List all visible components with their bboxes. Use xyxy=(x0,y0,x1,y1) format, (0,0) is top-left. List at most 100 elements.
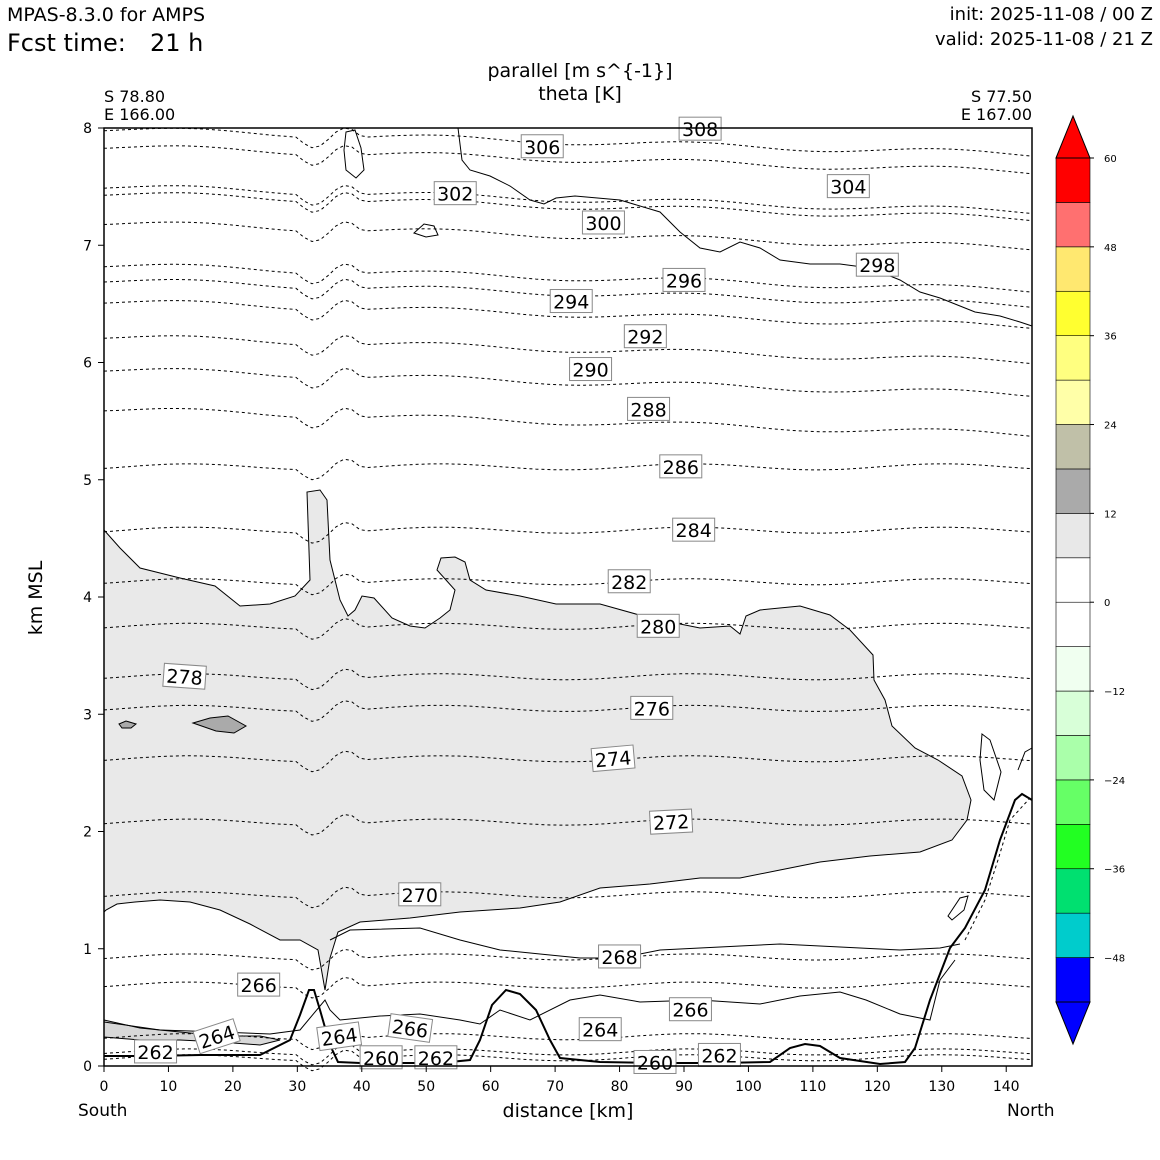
x-tick-label: 50 xyxy=(417,1079,435,1095)
colorbar-segment xyxy=(1055,690,1091,736)
theta-label: 262 xyxy=(414,1045,458,1070)
isotach-spike-right xyxy=(979,733,1002,801)
isotach-right-edge xyxy=(1017,747,1033,771)
theta-label-text: 264 xyxy=(582,1020,618,1042)
theta-label-text: 268 xyxy=(601,947,637,969)
theta-label: 270 xyxy=(398,882,442,907)
theta-label-box xyxy=(192,1018,241,1055)
colorbar-segment xyxy=(1055,424,1091,470)
isotach-lowest xyxy=(103,959,956,1035)
colorbar-segment xyxy=(1055,601,1091,647)
theta-label-text: 304 xyxy=(830,177,866,199)
theta-contour-line xyxy=(103,1043,1033,1066)
x-axis-label: distance [km] xyxy=(502,1100,634,1122)
theta-label: 272 xyxy=(648,808,694,835)
colorbar-segment xyxy=(1055,912,1091,958)
theta-contour-line xyxy=(103,521,1033,544)
theta-label-box xyxy=(581,210,625,235)
theta-label-box xyxy=(668,997,712,1022)
y-tick-label: 0 xyxy=(83,1059,92,1075)
x-tick-label: 100 xyxy=(735,1079,762,1095)
colorbar-segment xyxy=(1055,468,1091,514)
left-endpoint-lon: E 166.00 xyxy=(104,105,176,124)
colorbar-segment xyxy=(1055,557,1091,603)
colorbar-tick-label: 48 xyxy=(1104,243,1117,254)
theta-label: 266 xyxy=(668,997,712,1022)
colorbar-tick-label: −12 xyxy=(1104,687,1125,698)
theta-label: 260 xyxy=(633,1049,677,1074)
terrain-outline xyxy=(104,792,1033,1066)
forecast-time-value: 21 h xyxy=(150,29,204,57)
colorbar-tick-label: 36 xyxy=(1104,332,1117,343)
theta-label-box xyxy=(578,1017,622,1042)
x-tick-label: 110 xyxy=(800,1079,827,1095)
theta-label-text: 298 xyxy=(859,255,895,277)
wind-speed-fill-layer xyxy=(103,489,972,1046)
model-title: MPAS-8.3.0 for AMPS xyxy=(7,4,206,26)
theta-contour-line xyxy=(103,407,1033,437)
init-time: init: 2025-11-08 / 00 Z xyxy=(949,4,1153,25)
theta-label-box xyxy=(826,174,870,199)
theta-label-text: 264 xyxy=(196,1022,237,1054)
theta-contour-line xyxy=(103,886,1033,909)
theta-label: 266 xyxy=(387,1013,434,1043)
theta-label-text: 286 xyxy=(663,457,699,479)
wind-patch-dark xyxy=(191,715,248,734)
theta-label-box xyxy=(520,134,564,159)
colorbar: −48 −36 −24 −12 0 12 24 36 48 60 xyxy=(1055,114,1125,1046)
theta-label: 294 xyxy=(549,289,593,314)
theta-label-box xyxy=(316,1021,363,1052)
colorbar-tick-label: −48 xyxy=(1104,954,1125,965)
theta-label-box xyxy=(607,569,651,594)
x-axis-ticks: 0 10 20 30 40 50 60 70 80 90 100 110 120 130 140 xyxy=(100,1066,1020,1095)
theta-label-box xyxy=(433,181,477,206)
theta-contour-line xyxy=(103,458,1033,481)
theta-label-text: 300 xyxy=(585,213,621,235)
colorbar-tick-label: 12 xyxy=(1104,509,1117,520)
theta-label-text: 296 xyxy=(666,270,702,292)
colorbar-segment xyxy=(1055,868,1091,914)
theta-label-box xyxy=(237,972,281,997)
south-endpoint-label: South xyxy=(78,1101,128,1121)
theta-contour-line xyxy=(103,1049,1033,1072)
theta-label-text: 262 xyxy=(418,1048,454,1070)
theta-right-edge-dash xyxy=(964,797,1031,941)
theta-contour-line xyxy=(103,948,1033,971)
theta-label-text: 272 xyxy=(652,811,689,835)
theta-label-text: 264 xyxy=(320,1024,359,1051)
y-tick-label: 1 xyxy=(83,942,92,958)
theta-label-box xyxy=(662,267,706,292)
x-tick-label: 70 xyxy=(546,1079,564,1095)
theta-label-box xyxy=(162,662,207,690)
theta-label-box xyxy=(590,744,636,773)
isotach-blob-top xyxy=(343,129,365,179)
colorbar-segment xyxy=(1055,646,1091,692)
theta-label: 280 xyxy=(636,613,680,638)
theta-label-box xyxy=(630,695,674,720)
theta-contour-line xyxy=(103,668,1033,691)
theta-label-box xyxy=(359,1045,403,1070)
theta-label-box xyxy=(623,324,667,349)
x-tick-label: 140 xyxy=(993,1079,1020,1095)
colorbar-segment xyxy=(1055,513,1091,559)
theta-label: 296 xyxy=(662,267,706,292)
right-endpoint-lat: S 77.50 xyxy=(970,87,1032,106)
colorbar-tick-label: −24 xyxy=(1104,776,1125,787)
theta-label-box xyxy=(414,1045,458,1070)
theta-label: 300 xyxy=(581,210,625,235)
y-tick-label: 5 xyxy=(83,473,92,489)
y-tick-label: 8 xyxy=(83,121,92,137)
theta-label: 304 xyxy=(826,174,870,199)
x-tick-label: 130 xyxy=(928,1079,955,1095)
x-tick-label: 120 xyxy=(864,1079,891,1095)
colorbar-segment xyxy=(1055,202,1091,248)
isotach-upper xyxy=(457,127,1033,327)
theta-label-text: 302 xyxy=(437,184,473,206)
theta-label-text: 266 xyxy=(241,975,277,997)
colorbar-segment xyxy=(1055,246,1091,292)
plot-title-parallel: parallel [m s^{-1}] xyxy=(487,60,673,82)
theta-label-text: 280 xyxy=(640,616,676,638)
theta-label: 290 xyxy=(569,357,613,382)
theta-label: 308 xyxy=(678,116,722,141)
